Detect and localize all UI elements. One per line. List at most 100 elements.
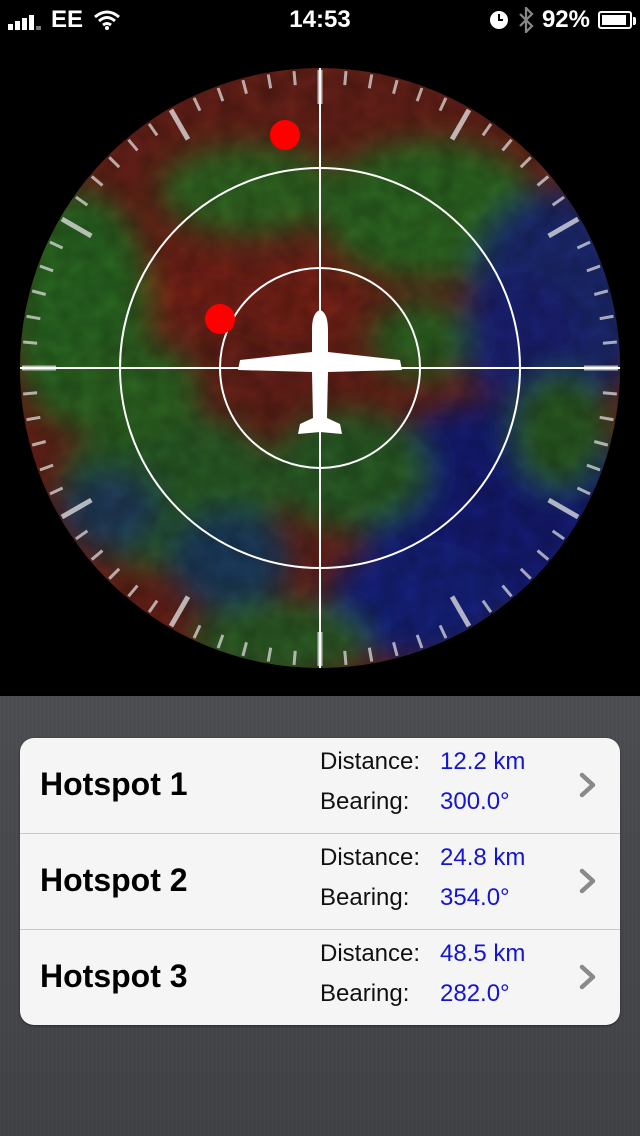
compass-tick [75,195,89,207]
compass-tick [292,71,297,86]
hotspot-name: Hotspot 3 [40,958,188,994]
compass-tick [438,97,448,112]
distance-label: Distance: [320,844,421,871]
compass-tick [602,391,617,396]
compass-tick [90,175,104,187]
compass-tick [481,599,493,613]
hotspot-row-3[interactable]: Hotspot 3 Distance: 48.5 km Bearing: 282… [20,930,620,1025]
hotspot-list: Hotspot 1 Distance: 12.2 km Bearing: 300… [20,738,620,1025]
compass-tick [39,463,54,472]
compass-tick [602,340,617,345]
compass-tick [216,634,225,649]
compass-tick [241,79,248,95]
compass-tick [586,264,601,273]
compass-tick [449,108,472,141]
compass-tick [343,650,348,665]
distance-value: 12.2 km [440,748,526,775]
hotspot-marker[interactable] [270,120,300,150]
compass-tick [31,440,47,447]
hotspot-name: Hotspot 1 [40,766,188,802]
compass-tick [343,71,348,86]
bearing-label: Bearing: [320,884,410,911]
compass-tick [547,216,580,239]
distance-value: 48.5 km [440,940,526,967]
compass-tick [392,641,399,657]
compass-tick [108,567,121,580]
status-left: EE [8,6,121,34]
compass-tick [192,97,202,112]
radar-view[interactable] [0,40,640,696]
compass-tick [127,584,139,598]
alarm-clock-icon [489,11,508,29]
compass-tick [49,486,64,496]
hotspot-row-1[interactable]: Hotspot 1 Distance: 12.2 km Bearing: 300… [20,738,620,834]
bearing-label: Bearing: [320,788,410,815]
compass-tick [39,264,54,273]
compass-tick [75,529,89,541]
hotspot-name: Hotspot 2 [40,862,188,898]
distance-value: 24.8 km [440,844,526,871]
compass-tick [519,567,532,580]
compass-tick [599,314,614,321]
compass-tick [501,138,513,152]
compass-tick [60,216,93,239]
signal-icon [8,10,43,30]
chevron-right-icon[interactable] [576,866,600,896]
radar-display[interactable] [0,40,640,696]
status-bar: EE 14:53 92% [0,0,640,40]
inner-range-ring [219,267,421,469]
hotspot-row-2[interactable]: Hotspot 2 Distance: 24.8 km Bearing: 354… [20,834,620,930]
distance-label: Distance: [320,748,421,775]
compass-tick [599,415,614,422]
hotspot-panel: Hotspot 1 Distance: 12.2 km Bearing: 300… [0,696,640,1136]
chevron-right-icon[interactable] [576,770,600,800]
wifi-icon [94,10,120,30]
bearing-value: 354.0° [440,884,510,911]
outer-range-ring [119,167,521,569]
compass-tick [367,647,374,662]
bearing-value: 300.0° [440,788,510,815]
compass-tick [576,486,591,496]
compass-tick [168,595,191,628]
status-right: 92% [480,6,636,34]
compass-tick [536,549,550,561]
distance-label: Distance: [320,940,421,967]
battery-icon [598,11,636,29]
compass-tick [266,74,273,89]
compass-tick [438,624,448,639]
compass-tick [216,87,225,102]
compass-tick [481,123,493,137]
chevron-right-icon[interactable] [576,962,600,992]
compass-tick [519,156,532,169]
compass-tick [536,175,550,187]
compass-tick [90,549,104,561]
bearing-value: 282.0° [440,980,510,1007]
compass-tick [501,584,513,598]
compass-tick [49,240,64,250]
status-time: 14:53 [289,6,351,33]
compass-tick [192,624,202,639]
battery-percentage: 92% [541,6,590,33]
compass-tick [593,440,609,447]
compass-tick [586,463,601,472]
compass-tick [593,289,609,296]
compass-tick [108,156,121,169]
compass-tick [415,87,424,102]
compass-tick [60,497,93,520]
compass-tick [392,79,399,95]
compass-tick [147,599,159,613]
airplane-icon [238,310,402,434]
carrier-name: EE [51,6,84,33]
compass-tick [23,391,38,396]
compass-tick [292,650,297,665]
compass-tick [551,529,565,541]
compass-tick [576,240,591,250]
bluetooth-icon [519,7,534,33]
hotspot-marker[interactable] [205,304,235,334]
compass-tick [547,497,580,520]
compass-tick [26,314,41,321]
compass-tick [367,74,374,89]
compass-tick [551,195,565,207]
compass-tick [23,340,38,345]
compass-tick [127,138,139,152]
